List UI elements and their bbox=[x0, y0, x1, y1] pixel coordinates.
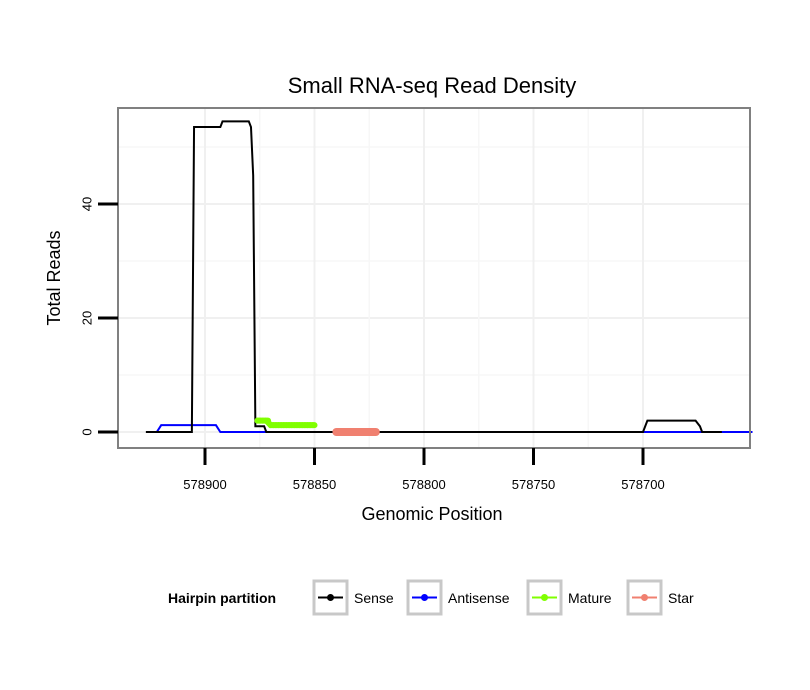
series-star-points bbox=[332, 428, 380, 436]
y-axis-label: Total Reads bbox=[44, 230, 64, 325]
legend-key-point bbox=[641, 594, 648, 601]
x-tick-label: 578700 bbox=[621, 477, 664, 492]
plot-border bbox=[117, 107, 751, 449]
x-tick-label: 578750 bbox=[512, 477, 555, 492]
grid-lines bbox=[118, 108, 750, 448]
chart-title: Small RNA-seq Read Density bbox=[288, 73, 577, 98]
legend-item-mature: Mature bbox=[526, 579, 612, 616]
y-axis: 0 20 40 bbox=[80, 197, 118, 436]
legend-item-antisense: Antisense bbox=[406, 579, 510, 616]
y-tick-label: 0 bbox=[80, 428, 95, 435]
series-mature-points bbox=[254, 417, 316, 429]
mature-point bbox=[309, 422, 316, 429]
y-tick-label: 40 bbox=[80, 197, 95, 211]
x-axis: 578900 578850 578800 578750 578700 bbox=[183, 448, 665, 492]
legend-label: Antisense bbox=[448, 590, 510, 606]
legend-label: Star bbox=[668, 590, 694, 606]
legend: Hairpin partition Sense Antisense Mature Sta… bbox=[168, 579, 694, 616]
series-sense-line bbox=[145, 120, 722, 433]
star-point bbox=[372, 428, 380, 436]
legend-item-sense: Sense bbox=[312, 579, 394, 616]
legend-item-star: Star bbox=[626, 579, 694, 616]
x-tick-label: 578900 bbox=[183, 477, 226, 492]
x-tick-label: 578850 bbox=[293, 477, 336, 492]
y-tick-label: 20 bbox=[80, 311, 95, 325]
legend-key-point bbox=[421, 594, 428, 601]
legend-label: Sense bbox=[354, 590, 394, 606]
legend-key-point bbox=[327, 594, 334, 601]
x-axis-label: Genomic Position bbox=[361, 504, 502, 524]
mature-point bbox=[265, 417, 272, 424]
legend-label: Mature bbox=[568, 590, 612, 606]
plot-panel bbox=[118, 108, 750, 448]
legend-title: Hairpin partition bbox=[168, 590, 276, 606]
x-tick-label: 578800 bbox=[402, 477, 445, 492]
legend-key-point bbox=[541, 594, 548, 601]
